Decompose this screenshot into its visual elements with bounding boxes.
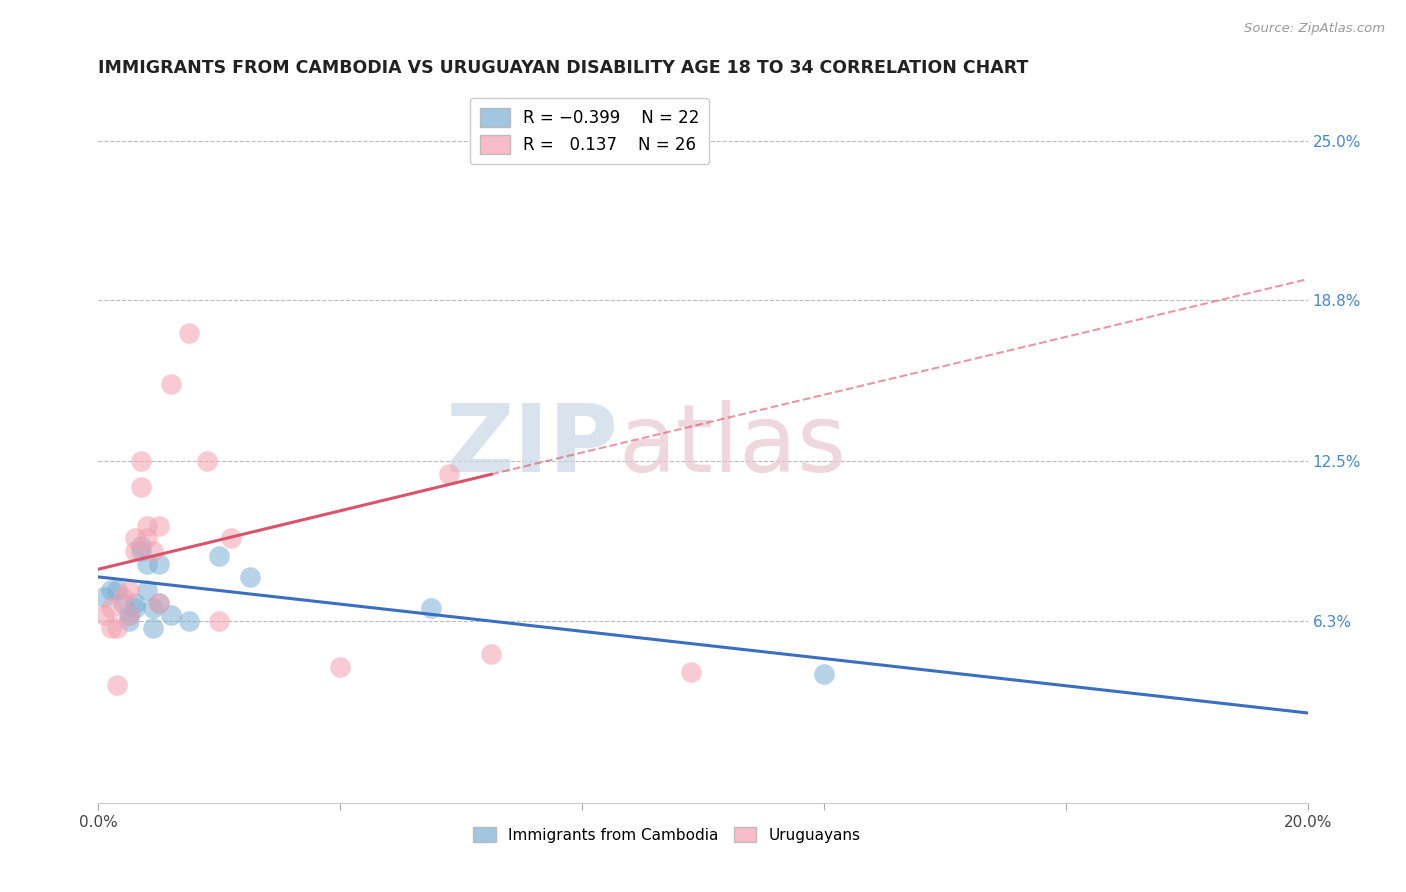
Point (129, 454, 152, 468)
Point (124, 596, 146, 610)
Point (329, 659, 352, 673)
Point (148, 557, 170, 571)
Point (179, 614, 201, 628)
Point (129, 480, 152, 494)
Point (105, 678, 128, 692)
Text: IMMIGRANTS FROM CAMBODIA VS URUGUAYAN DISABILITY AGE 18 TO 34 CORRELATION CHART: IMMIGRANTS FROM CAMBODIA VS URUGUAYAN DI… (98, 59, 1029, 77)
Point (93, 608, 115, 623)
Point (124, 600, 146, 615)
Point (437, 467, 460, 482)
Point (142, 621, 165, 635)
Legend: Immigrants from Cambodia, Uruguayans: Immigrants from Cambodia, Uruguayans (467, 821, 868, 848)
Point (100, 621, 122, 635)
Point (129, 539, 152, 553)
Point (111, 591, 134, 605)
Point (129, 544, 152, 558)
Point (195, 454, 218, 468)
Point (93, 591, 115, 605)
Text: ZIP: ZIP (446, 400, 619, 492)
Point (160, 608, 183, 623)
Point (118, 614, 141, 628)
Point (813, 667, 835, 681)
Point (118, 608, 141, 623)
Text: Source: ZipAtlas.com: Source: ZipAtlas.com (1244, 22, 1385, 36)
Point (160, 377, 183, 392)
Point (105, 621, 128, 635)
Text: atlas: atlas (619, 400, 846, 492)
Point (148, 596, 170, 610)
Point (100, 600, 122, 615)
Point (124, 544, 146, 558)
Point (118, 608, 141, 623)
Point (208, 614, 231, 628)
Point (124, 532, 146, 546)
Point (135, 557, 157, 571)
Point (239, 570, 262, 584)
Point (100, 582, 122, 597)
Point (135, 532, 157, 546)
Point (208, 549, 231, 564)
Point (111, 596, 134, 610)
Point (148, 518, 170, 533)
Point (135, 518, 157, 533)
Point (148, 596, 170, 610)
Point (142, 544, 165, 558)
Point (135, 582, 157, 597)
Point (221, 532, 243, 546)
Point (420, 600, 443, 615)
Point (142, 600, 165, 615)
Point (118, 582, 141, 597)
Point (481, 647, 503, 661)
Point (105, 582, 128, 597)
Point (679, 665, 702, 679)
Point (179, 326, 201, 340)
